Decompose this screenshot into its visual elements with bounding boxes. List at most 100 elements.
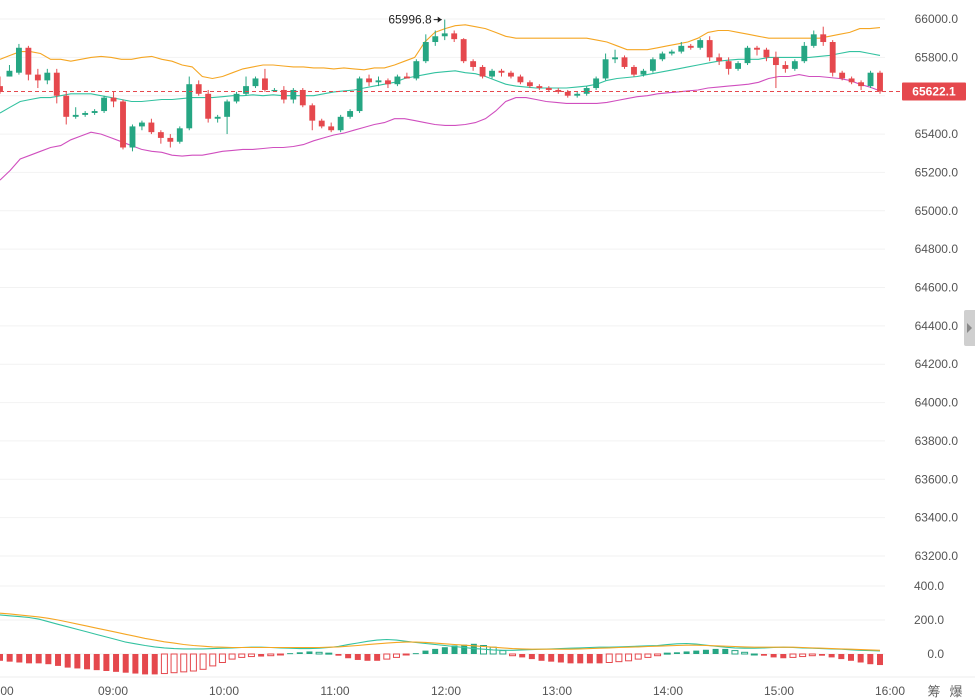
candle-body: [82, 112, 89, 115]
candle-body: [262, 78, 268, 90]
histogram-bar: [412, 653, 419, 655]
candle-down: [299, 88, 306, 108]
histogram-bar: [528, 654, 535, 660]
candle-down: [517, 74, 524, 85]
histogram-bar: [383, 653, 391, 660]
last-price-label: 65622.1: [912, 84, 956, 98]
middle-band-line: [0, 51, 881, 114]
candle-body: [593, 78, 600, 89]
indicator-panel: 400.0 200.0 0.0: [0, 579, 944, 675]
candle-up: [697, 38, 704, 50]
panel-toggle-handle[interactable]: [964, 310, 975, 346]
candle-up: [72, 107, 79, 119]
histogram-bar: [6, 654, 13, 662]
candle-body: [214, 116, 221, 119]
candle-body: [0, 86, 3, 92]
indicator-fast-line: [0, 614, 881, 652]
candle-body: [574, 93, 581, 96]
candle-up: [139, 120, 145, 131]
histogram-bar: [189, 653, 197, 672]
candle-up: [91, 109, 98, 115]
candle-down: [120, 99, 126, 150]
sub-y-tick-label: 0.0: [927, 647, 944, 661]
histogram-bar: [103, 654, 110, 671]
histogram-bar: [741, 651, 749, 655]
candles: [0, 19, 883, 152]
candle-body: [555, 89, 562, 92]
histogram-bar: [315, 651, 323, 655]
candle-body: [668, 51, 675, 54]
histogram-bar: [238, 653, 246, 658]
candle-body: [602, 59, 609, 79]
y-tick-label: 63600.0: [915, 472, 959, 486]
histogram-bar: [673, 652, 680, 654]
y-tick-label: 63800.0: [915, 434, 959, 448]
histogram-bar: [64, 654, 71, 668]
candle-body: [328, 126, 335, 131]
histogram-bar: [45, 654, 52, 665]
candle-body: [489, 70, 495, 77]
histogram-bar: [625, 653, 633, 662]
candle-body: [460, 39, 467, 62]
candle-up: [186, 76, 193, 131]
candle-body: [167, 137, 174, 142]
side-label: 筹: [927, 684, 940, 699]
candle-down: [53, 68, 60, 104]
candle-up: [337, 114, 344, 133]
candle-up: [243, 76, 249, 96]
candle-body: [498, 70, 505, 73]
histogram-bar: [160, 653, 168, 675]
side-label: 爆: [949, 684, 962, 699]
candle-down: [195, 80, 202, 96]
x-tick-label: 13:00: [542, 684, 572, 698]
candle-up: [668, 49, 675, 56]
bollinger-bands: [0, 24, 881, 181]
histogram-bar: [663, 652, 671, 655]
candle-body: [649, 59, 656, 71]
candle-body: [224, 101, 231, 117]
y-tick-label: 64600.0: [915, 281, 959, 295]
candle-down: [167, 134, 174, 148]
candle-body: [176, 128, 183, 142]
candle-up: [744, 45, 751, 66]
candle-up: [574, 91, 581, 98]
candle-down: [34, 68, 41, 89]
candle-body: [858, 82, 865, 87]
histogram-bar: [654, 653, 662, 657]
candle-up: [375, 76, 382, 87]
candle-up: [214, 114, 221, 123]
candle-down: [829, 40, 836, 77]
candle-body: [385, 80, 391, 85]
candle-up: [224, 99, 231, 135]
candle-body: [337, 116, 344, 131]
histogram-bar: [296, 652, 303, 654]
candle-up: [413, 59, 420, 81]
candle-body: [205, 93, 212, 119]
candle-up: [252, 76, 259, 89]
candle-body: [271, 89, 278, 92]
candle-body: [470, 61, 477, 67]
histogram-bar: [722, 648, 729, 654]
candle-down: [460, 38, 467, 64]
candle-body: [697, 40, 704, 48]
candle-down: [772, 51, 779, 89]
candle-up: [347, 109, 354, 119]
candle-body: [110, 97, 117, 102]
candle-body: [63, 95, 70, 117]
histogram-bar: [586, 654, 593, 664]
candle-body: [441, 33, 448, 37]
histogram-bar: [557, 654, 564, 663]
candle-down: [555, 88, 562, 94]
histogram-bar: [432, 648, 439, 654]
y-tick-label: 64200.0: [915, 357, 959, 371]
histogram-bar: [306, 651, 313, 654]
histogram-bar: [683, 651, 690, 654]
x-tick-label: 11:00: [320, 684, 349, 698]
histogram-bar: [228, 653, 236, 660]
candle-up: [441, 19, 448, 41]
candle-body: [564, 91, 571, 96]
candle-down: [479, 65, 486, 79]
histogram-bar: [712, 648, 719, 654]
candle-body: [782, 65, 789, 69]
